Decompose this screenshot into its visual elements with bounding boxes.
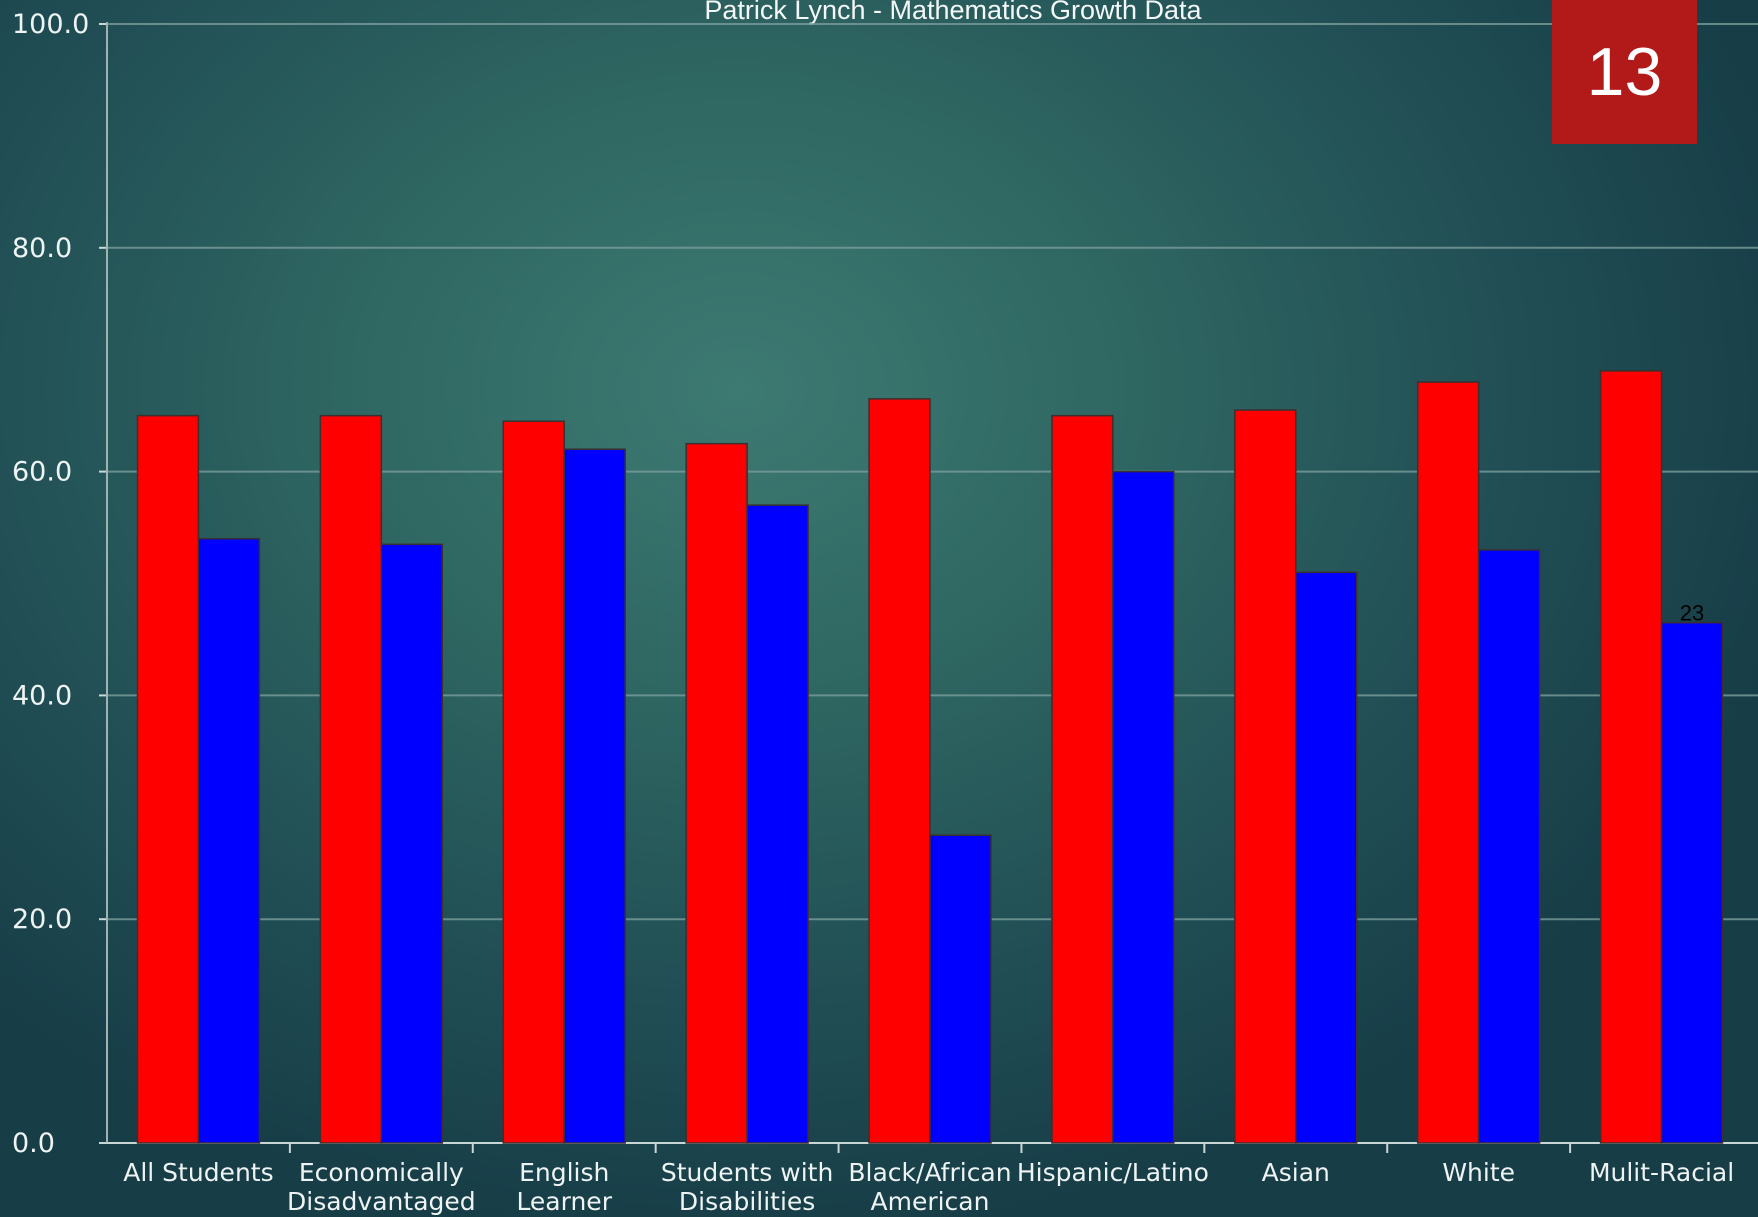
- bar-series-1-3: [685, 442, 748, 1144]
- bar-series-1-6: [1234, 409, 1297, 1144]
- y-tick-label: 60.0: [12, 457, 72, 488]
- data-label: 23: [1680, 601, 1704, 626]
- bar-series-1-8: [1599, 370, 1663, 1144]
- bar-series-2-5: [1112, 470, 1175, 1144]
- bar-series-2-3: [746, 504, 809, 1144]
- bar-series-1-4: [868, 398, 931, 1144]
- category-label: Learner: [516, 1187, 612, 1216]
- bar-series-1-7: [1416, 381, 1480, 1144]
- y-tick-label: 0.0: [12, 1128, 55, 1159]
- category-label: Asian: [1262, 1158, 1330, 1187]
- category-label: Disabilities: [679, 1187, 815, 1216]
- bar-series-1-5: [1051, 414, 1114, 1144]
- category-label: All Students: [123, 1158, 273, 1187]
- y-tick-label: 40.0: [12, 680, 72, 711]
- y-tick-label: 80.0: [12, 233, 72, 264]
- category-label: Students with: [661, 1158, 833, 1187]
- y-tick-label: 100.0: [12, 9, 89, 40]
- y-tick-label: 20.0: [12, 904, 72, 935]
- category-label: American: [871, 1187, 990, 1216]
- bar-series-2-0: [197, 537, 261, 1144]
- bar-series-2-1: [380, 543, 444, 1144]
- bar-series-2-7: [1477, 549, 1541, 1144]
- bar-series-2-8: [1660, 621, 1724, 1144]
- category-label: Hispanic/Latino: [1017, 1158, 1209, 1187]
- category-label: Black/African: [848, 1158, 1011, 1187]
- chart-title: Patrick Lynch - Mathematics Growth Data: [704, 0, 1202, 25]
- category-label: Disadvantaged: [287, 1187, 476, 1216]
- category-label: English: [519, 1158, 609, 1187]
- bar-series-2-6: [1295, 571, 1358, 1144]
- bar-series-1-0: [136, 414, 200, 1144]
- bar-series-1-1: [319, 414, 383, 1144]
- bar-series-2-4: [929, 834, 992, 1144]
- category-label: Mulit-Racial: [1589, 1158, 1734, 1187]
- category-label: White: [1442, 1158, 1515, 1187]
- category-label: Economically: [299, 1158, 464, 1187]
- bar-series-2-2: [563, 448, 626, 1144]
- slide-number-badge: 13: [1552, 0, 1697, 144]
- bar-series-1-2: [502, 420, 565, 1144]
